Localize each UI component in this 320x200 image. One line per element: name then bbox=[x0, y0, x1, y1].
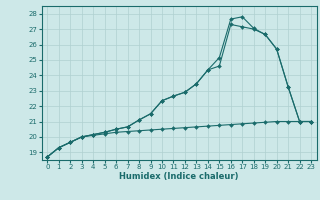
X-axis label: Humidex (Indice chaleur): Humidex (Indice chaleur) bbox=[119, 172, 239, 181]
